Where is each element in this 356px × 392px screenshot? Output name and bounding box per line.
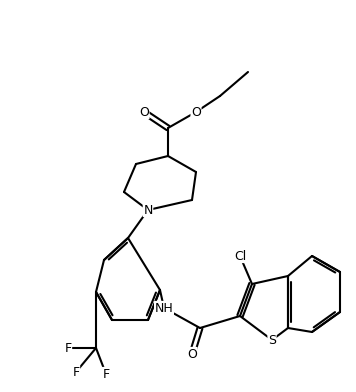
Text: F: F <box>64 341 72 354</box>
Text: O: O <box>187 347 197 361</box>
Text: S: S <box>268 334 276 347</box>
Text: NH: NH <box>155 301 173 314</box>
Text: F: F <box>103 368 110 381</box>
Text: Cl: Cl <box>234 249 246 263</box>
Text: N: N <box>143 203 153 216</box>
Text: O: O <box>191 105 201 118</box>
Text: F: F <box>72 365 79 379</box>
Text: O: O <box>139 105 149 118</box>
